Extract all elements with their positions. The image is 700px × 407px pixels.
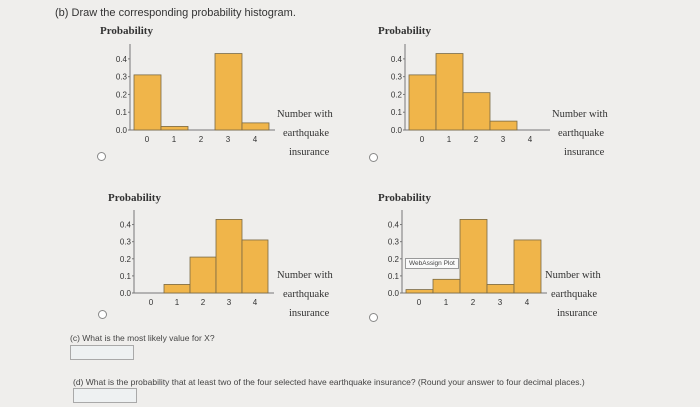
option-d-xlabel-line2: earthquake — [551, 289, 598, 300]
option-d-xlabel-line3: insurance — [557, 308, 598, 319]
histogram-bar — [435, 53, 464, 131]
y-tick-label: 0.4 — [391, 55, 403, 64]
option-d-xlabel-line1: Number with — [545, 270, 601, 281]
y-tick-label: 0.0 — [391, 126, 403, 135]
question-b-prompt: (b) Draw the corresponding probability h… — [55, 7, 296, 19]
x-tick-label: 0 — [417, 298, 422, 307]
x-tick-label: 4 — [528, 135, 533, 144]
option-c-xlabel-line3: insurance — [289, 308, 330, 319]
x-tick-label: 1 — [444, 298, 449, 307]
option-a-xlabel: Number with earthquake insurance — [277, 105, 333, 162]
histogram-bar — [160, 126, 189, 131]
histogram-bar — [513, 239, 542, 294]
histogram-bar — [241, 122, 270, 131]
question-d-answer-input[interactable] — [73, 388, 137, 403]
webassign-plot-tooltip: WebAssign Plot — [405, 258, 459, 269]
option-a-histogram: 0.4 0.3 0.2 0.1 0.0 0 1 2 3 4 — [116, 44, 275, 144]
histogram-bar — [215, 219, 243, 294]
option-d-radio[interactable] — [369, 313, 378, 322]
histogram-bar — [133, 74, 162, 131]
x-tick-label: 2 — [471, 298, 476, 307]
option-d-xlabel: Number with earthquake insurance — [545, 266, 601, 323]
y-tick-label: 0.0 — [388, 289, 400, 298]
y-tick-label: 0.0 — [120, 289, 132, 298]
x-tick-label: 2 — [474, 135, 479, 144]
y-tick-label: 0.3 — [388, 238, 400, 247]
x-tick-label: 0 — [420, 135, 425, 144]
y-tick-label: 0.0 — [116, 126, 128, 135]
x-tick-label: 1 — [175, 298, 180, 307]
option-b-xlabel: Number with earthquake insurance — [552, 105, 608, 162]
y-tick-label: 0.4 — [116, 55, 128, 64]
option-a-xlabel-line3: insurance — [289, 147, 330, 158]
histogram-bar — [241, 239, 269, 294]
y-tick-label: 0.4 — [120, 221, 132, 230]
histogram-bar — [405, 289, 434, 294]
y-tick-label: 0.2 — [391, 90, 403, 99]
option-a-ylabel: Probability — [100, 25, 153, 37]
y-tick-label: 0.3 — [120, 238, 132, 247]
x-tick-label: 2 — [201, 298, 206, 307]
x-tick-label: 1 — [447, 135, 452, 144]
option-a-xlabel-line1: Number with — [277, 109, 333, 120]
option-c-ylabel: Probability — [108, 192, 161, 204]
histogram-bar — [486, 284, 515, 294]
option-c-radio[interactable] — [98, 310, 107, 319]
y-tick-label: 0.1 — [120, 272, 132, 281]
option-b-xlabel-line1: Number with — [552, 109, 608, 120]
x-tick-label: 4 — [253, 298, 258, 307]
x-tick-label: 4 — [525, 298, 530, 307]
option-b-xlabel-line2: earthquake — [558, 128, 605, 139]
y-tick-label: 0.2 — [120, 255, 132, 264]
option-c-xlabel-line2: earthquake — [283, 289, 330, 300]
histogram-bar — [189, 256, 217, 294]
histogram-bar — [214, 53, 243, 131]
x-tick-label: 3 — [501, 135, 506, 144]
histogram-bar — [489, 120, 518, 131]
x-tick-label: 0 — [149, 298, 154, 307]
histogram-bar — [163, 284, 191, 294]
option-d-ylabel: Probability — [378, 192, 431, 204]
option-b-radio[interactable] — [369, 153, 378, 162]
question-c-answer-input[interactable] — [70, 345, 134, 360]
histogram-bar — [408, 74, 437, 131]
x-tick-label: 2 — [199, 135, 204, 144]
y-tick-label: 0.2 — [388, 255, 400, 264]
option-d-histogram: 0.4 0.3 0.2 0.1 0.0 0 1 2 3 4 — [388, 210, 547, 307]
histogram-bar — [462, 92, 491, 131]
y-tick-label: 0.1 — [391, 108, 403, 117]
y-tick-label: 0.1 — [116, 108, 128, 117]
option-a-xlabel-line2: earthquake — [283, 128, 330, 139]
question-c-prompt: (c) What is the most likely value for X? — [70, 333, 215, 343]
histogram-bar — [459, 219, 488, 294]
option-c-histogram: 0.4 0.3 0.2 0.1 0.0 0 1 2 3 4 — [120, 210, 274, 307]
y-tick-label: 0.1 — [388, 272, 400, 281]
x-tick-label: 4 — [253, 135, 258, 144]
x-tick-label: 1 — [172, 135, 177, 144]
option-c-xlabel-line1: Number with — [277, 270, 333, 281]
histogram-bar — [432, 278, 461, 294]
option-a-radio[interactable] — [97, 152, 106, 161]
x-tick-label: 3 — [498, 298, 503, 307]
y-tick-label: 0.2 — [116, 90, 128, 99]
x-tick-label: 3 — [227, 298, 232, 307]
option-b-ylabel: Probability — [378, 25, 431, 37]
x-tick-label: 3 — [226, 135, 231, 144]
y-tick-label: 0.3 — [391, 73, 403, 82]
option-c-xlabel: Number with earthquake insurance — [277, 266, 333, 323]
y-tick-label: 0.4 — [388, 221, 400, 230]
option-b-xlabel-line3: insurance — [564, 147, 605, 158]
x-tick-label: 0 — [145, 135, 150, 144]
option-b-histogram: 0.4 0.3 0.2 0.1 0.0 0 1 2 3 4 — [391, 44, 550, 144]
question-d-prompt: (d) What is the probability that at leas… — [73, 377, 585, 387]
y-tick-label: 0.3 — [116, 73, 128, 82]
